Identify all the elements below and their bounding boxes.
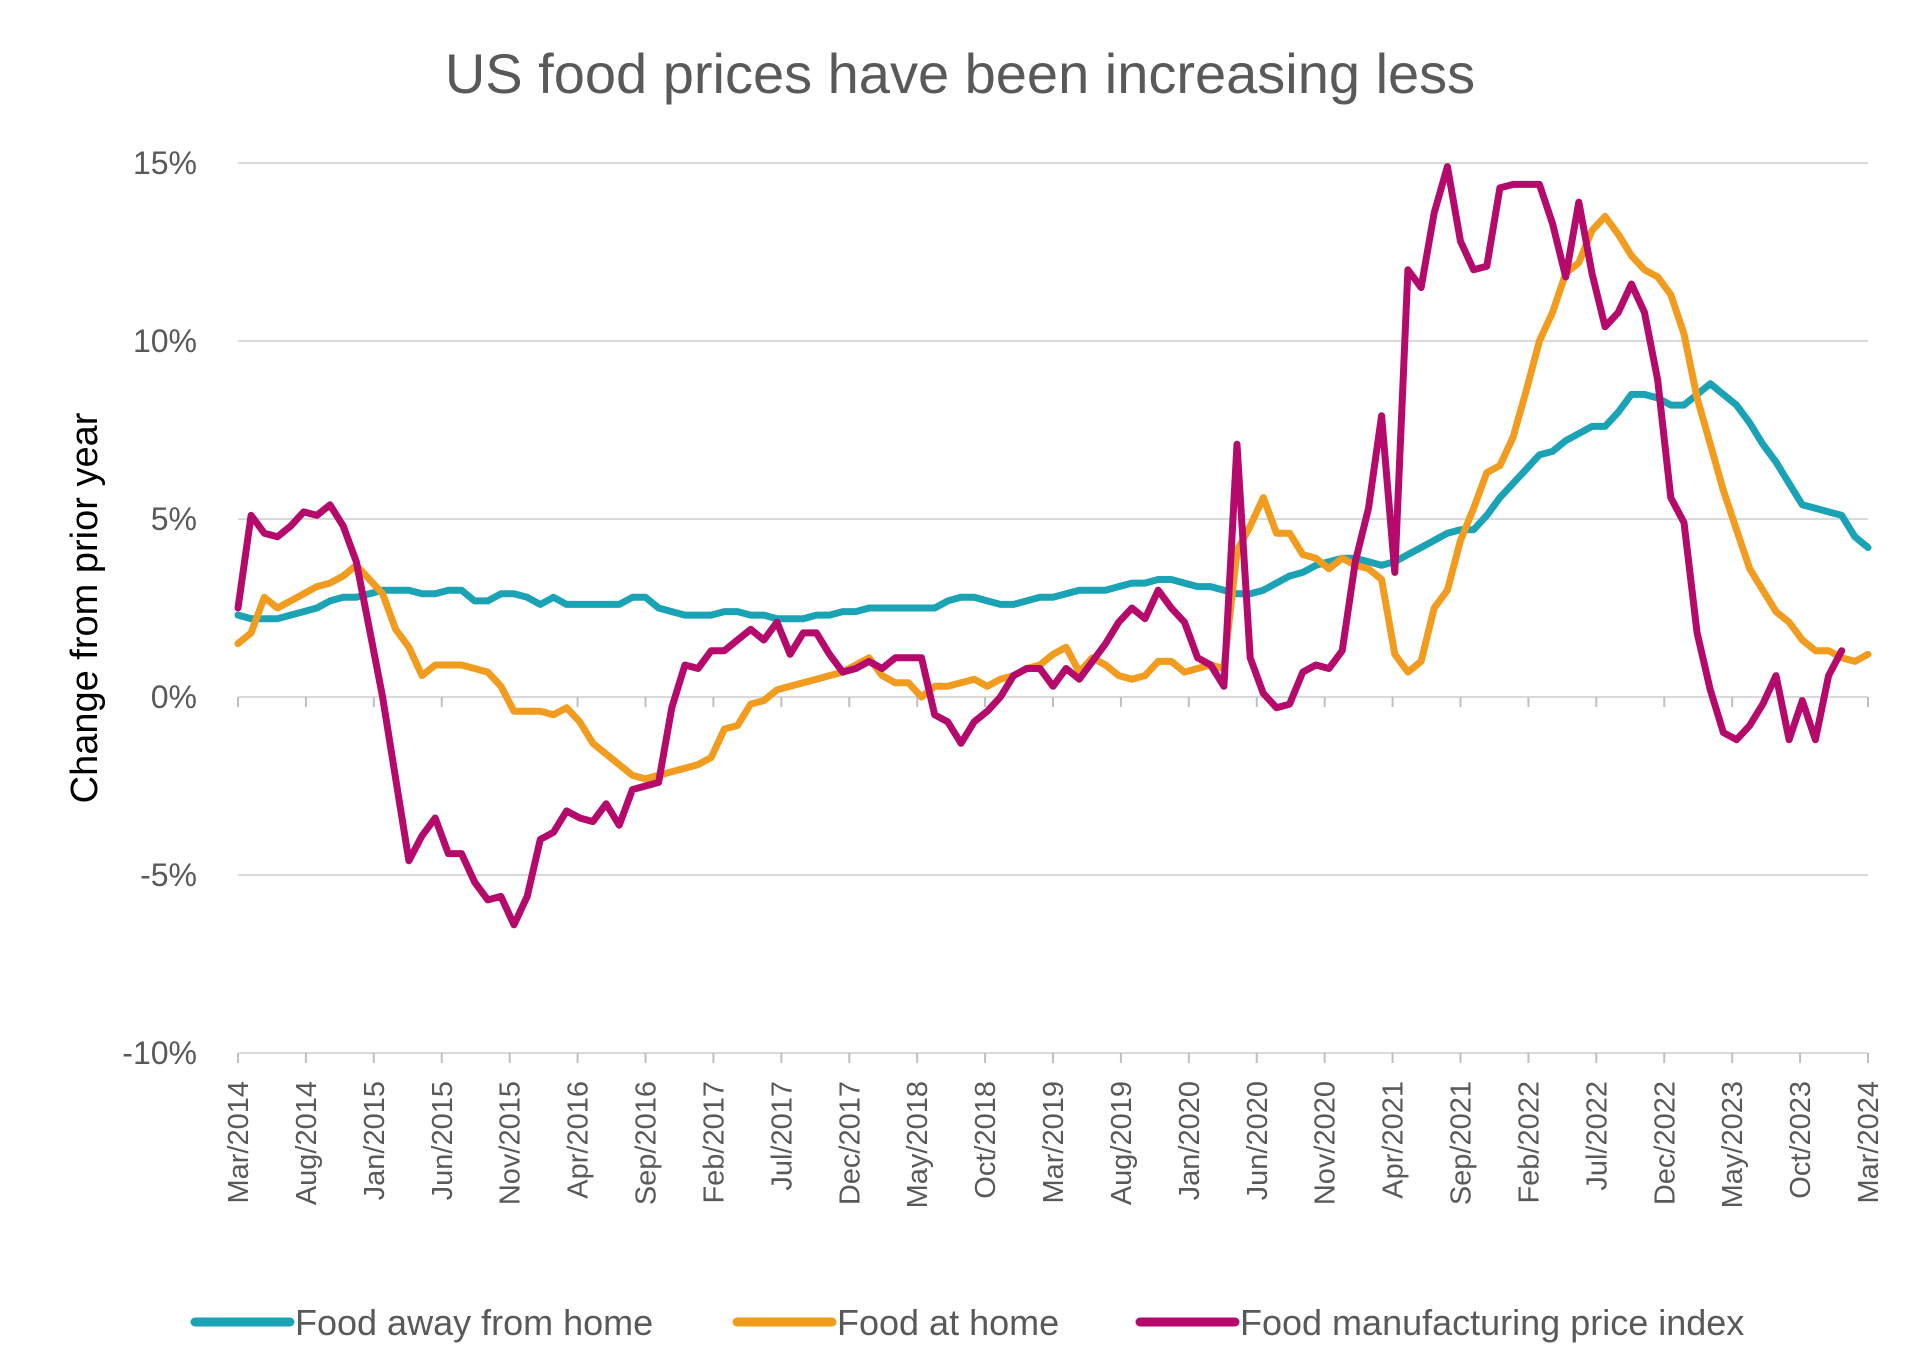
x-tick-label: Aug/2019 <box>1106 1081 1138 1205</box>
x-tick-label: Feb/2017 <box>698 1081 730 1204</box>
legend-label: Food manufacturing price index <box>1240 1302 1744 1343</box>
x-tick-label: Jul/2022 <box>1581 1081 1613 1191</box>
x-tick-label: Nov/2020 <box>1310 1081 1342 1205</box>
x-tick-label: Dec/2022 <box>1649 1081 1681 1205</box>
x-tick-label: Oct/2023 <box>1785 1081 1817 1199</box>
x-tick-label: Nov/2015 <box>495 1081 527 1205</box>
x-tick-label: Mar/2019 <box>1038 1081 1070 1204</box>
x-tick-label: May/2023 <box>1717 1081 1749 1208</box>
legend-label: Food away from home <box>295 1302 653 1343</box>
y-axis-tick-labels: 15% 10% 5% 0% -5% -10% <box>122 145 197 1071</box>
y-tick-label: 10% <box>133 323 197 359</box>
legend: Food away from home Food at home Food manu… <box>190 1302 1744 1343</box>
legend-label: Food at home <box>837 1302 1059 1343</box>
x-tick-label: Apr/2021 <box>1378 1081 1410 1199</box>
x-tick-label: Jan/2020 <box>1174 1081 1206 1200</box>
y-tick-label: 0% <box>151 679 197 715</box>
x-tick-label: Sep/2021 <box>1446 1081 1478 1205</box>
x-tick-label: Jun/2020 <box>1242 1081 1274 1200</box>
x-tick-label: Mar/2014 <box>223 1081 255 1204</box>
x-tick-label: Aug/2014 <box>291 1081 323 1205</box>
y-tick-label: 15% <box>133 145 197 181</box>
chart-title: US food prices have been increasing less <box>445 42 1475 105</box>
series-line-2 <box>234 212 1872 783</box>
series-lines <box>234 163 1872 929</box>
x-tick-label: Jun/2015 <box>427 1081 459 1200</box>
x-tick-label: Oct/2018 <box>970 1081 1002 1199</box>
x-tick-label: Feb/2022 <box>1513 1081 1545 1204</box>
x-tick-label: Sep/2016 <box>631 1081 663 1205</box>
series-line-1 <box>234 380 1872 623</box>
series-line-3 <box>234 163 1846 929</box>
x-tick-label: Apr/2016 <box>563 1081 595 1199</box>
y-tick-label: 5% <box>151 501 197 537</box>
x-tick-label: Mar/2024 <box>1853 1081 1885 1204</box>
x-axis-tick-labels: Mar/2014 Aug/2014 Jan/2015 Jun/2015 Nov/2015… <box>223 1081 1885 1208</box>
y-axis-label: Change from prior year <box>64 412 106 803</box>
y-tick-label: -10% <box>122 1035 197 1071</box>
x-tick-label: Jul/2017 <box>766 1081 798 1191</box>
x-tick-label: Jan/2015 <box>359 1081 391 1200</box>
x-tick-label: May/2018 <box>902 1081 934 1208</box>
x-tick-label: Dec/2017 <box>834 1081 866 1205</box>
y-tick-label: -5% <box>140 857 197 893</box>
